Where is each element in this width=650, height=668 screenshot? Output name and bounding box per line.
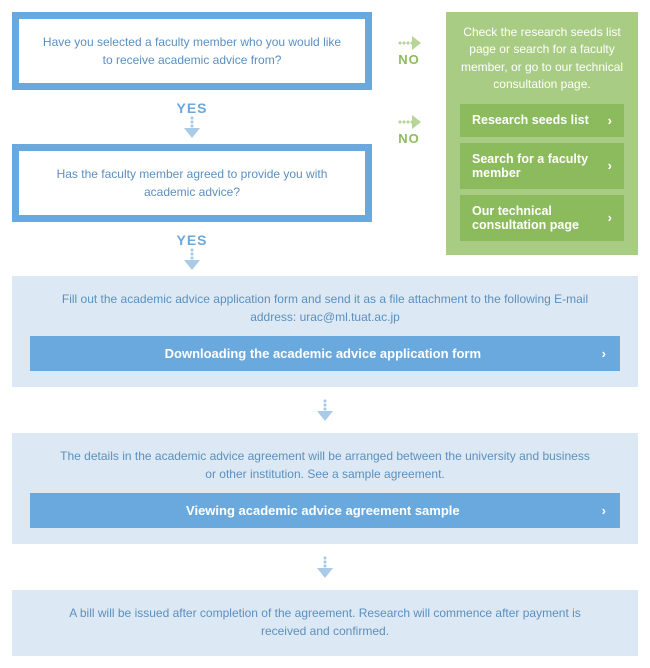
arrow-down-3 — [12, 393, 638, 427]
technical-consultation-label: Our technical consultation page — [472, 204, 608, 232]
arrow-down-1: YES — [176, 96, 207, 138]
search-faculty-label: Search for a faculty member — [472, 152, 608, 180]
green-panel-text: Check the research seeds list page or se… — [460, 24, 624, 94]
yes-label-2: YES — [176, 232, 207, 248]
research-seeds-label: Research seeds list — [472, 113, 589, 127]
step-1-panel: Fill out the academic advice application… — [12, 276, 638, 387]
step-2-panel: The details in the academic advice agree… — [12, 433, 638, 544]
no-arrow-2: NO — [384, 115, 434, 146]
top-section: Have you selected a faculty member who y… — [12, 12, 638, 276]
chevron-right-icon: › — [602, 346, 606, 361]
decision-q2-text: Has the faculty member agreed to provide… — [16, 148, 368, 218]
no-label-1: NO — [398, 52, 420, 67]
yes-label-1: YES — [176, 100, 207, 116]
search-faculty-button[interactable]: Search for a faculty member › — [460, 143, 624, 189]
decision-box-2: Has the faculty member agreed to provide… — [12, 144, 372, 222]
chevron-right-icon: › — [608, 158, 612, 173]
chevron-right-icon: › — [608, 210, 612, 225]
download-form-button[interactable]: Downloading the academic advice applicat… — [30, 336, 620, 371]
chevron-right-icon: › — [608, 113, 612, 128]
decision-q1-text: Have you selected a faculty member who y… — [16, 16, 368, 86]
step-2-text: The details in the academic advice agree… — [30, 447, 620, 483]
step-1-text: Fill out the academic advice application… — [30, 290, 620, 326]
research-seeds-button[interactable]: Research seeds list › — [460, 104, 624, 137]
step-3-panel: A bill will be issued after completion o… — [12, 590, 638, 656]
download-form-label: Downloading the academic advice applicat… — [44, 346, 602, 361]
decision-box-1: Have you selected a faculty member who y… — [12, 12, 372, 90]
green-panel: Check the research seeds list page or se… — [446, 12, 638, 255]
no-connectors: NO NO — [384, 12, 434, 146]
chevron-right-icon: › — [602, 503, 606, 518]
arrow-down-4 — [12, 550, 638, 584]
view-agreement-button[interactable]: Viewing academic advice agreement sample… — [30, 493, 620, 528]
view-agreement-label: Viewing academic advice agreement sample — [44, 503, 602, 518]
technical-consultation-button[interactable]: Our technical consultation page › — [460, 195, 624, 241]
step-3-text: A bill will be issued after completion o… — [30, 604, 620, 640]
arrow-down-2: YES — [176, 228, 207, 270]
no-label-2: NO — [398, 131, 420, 146]
decision-column: Have you selected a faculty member who y… — [12, 12, 372, 276]
no-arrow-1: NO — [384, 36, 434, 67]
